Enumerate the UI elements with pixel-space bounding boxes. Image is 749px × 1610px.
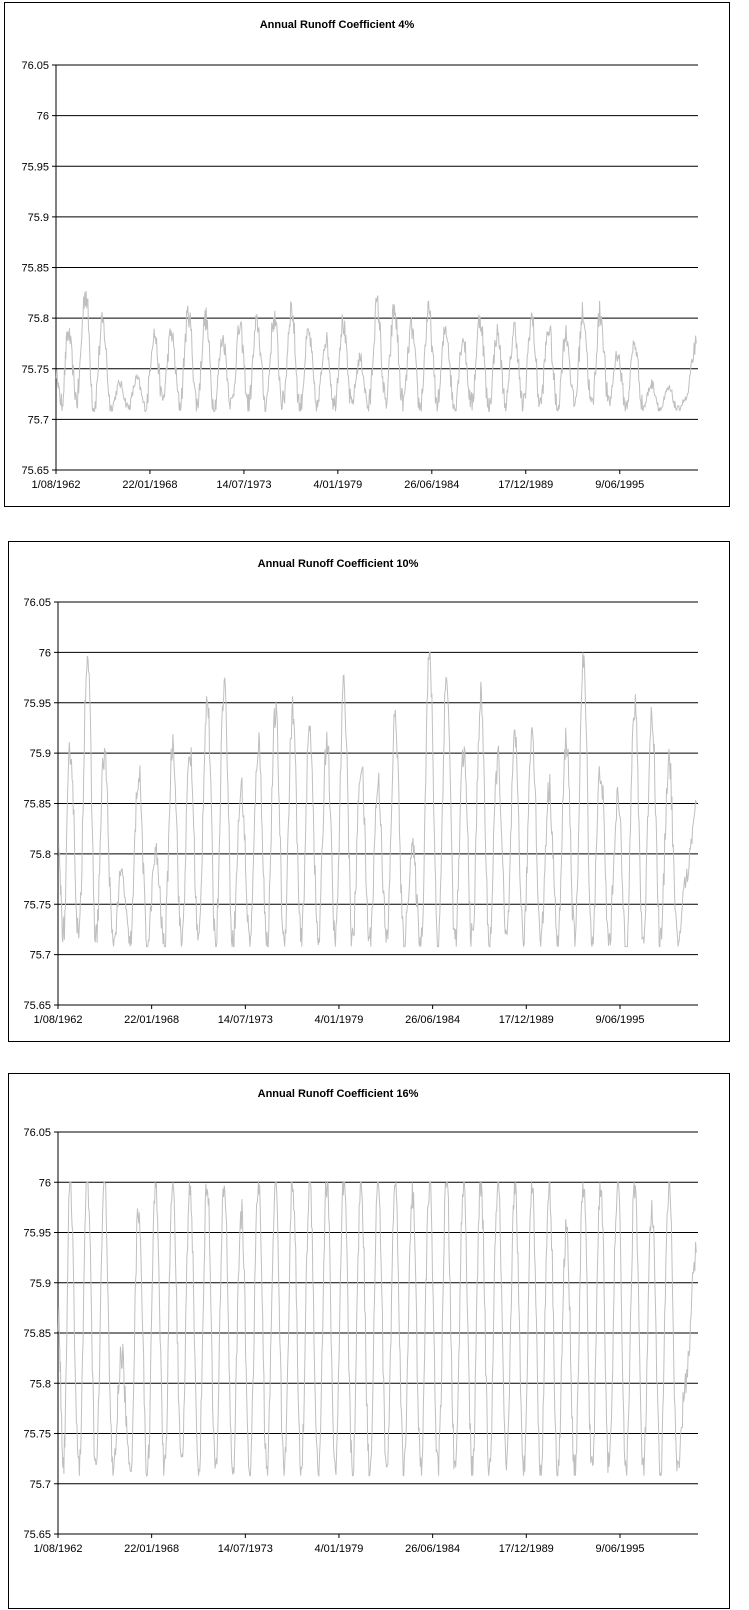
x-tick-label: 1/08/1962 <box>32 479 81 491</box>
chart-title: Annual Runoff Coefficient 10% <box>258 558 419 570</box>
y-tick-label: 75.8 <box>28 313 49 325</box>
x-tick-label: 4/01/1979 <box>313 479 362 491</box>
x-tick-label: 26/06/1984 <box>405 1014 460 1026</box>
x-tick-label: 22/01/1968 <box>122 479 177 491</box>
series-line <box>55 290 697 413</box>
chart-title: Annual Runoff Coefficient 4% <box>260 19 415 31</box>
y-tick-label: 76.05 <box>21 60 49 72</box>
x-tick-label: 26/06/1984 <box>405 1543 460 1555</box>
series-line <box>58 651 697 948</box>
chart-panel-10-percent: Annual Runoff Coefficient 10% 76.05 76 75.9… <box>8 541 730 1042</box>
y-tick-label: 75.75 <box>23 1429 51 1441</box>
y-tick-label: 75.65 <box>21 465 49 477</box>
y-tick-label: 76 <box>39 647 51 659</box>
x-tick-label: 17/12/1989 <box>498 479 553 491</box>
y-tick-label: 75.7 <box>28 414 49 426</box>
x-tick-label: 9/06/1995 <box>595 479 644 491</box>
chart-panel-16-percent: Annual Runoff Coefficient 16% 76.05 76 75.9… <box>8 1073 730 1609</box>
x-tick-label: 22/01/1968 <box>124 1543 179 1555</box>
chart-title: Annual Runoff Coefficient 16% <box>258 1088 419 1100</box>
chart-svg-10-percent: Annual Runoff Coefficient 10% 76.05 76 75.9… <box>23 558 698 1026</box>
x-tick-label: 17/12/1989 <box>499 1014 554 1026</box>
chart-svg-4-percent: Annual Runoff Coefficient 4% 76.05 76 75.95… <box>21 19 698 491</box>
chart-svg-16-percent: Annual Runoff Coefficient 16% 76.05 76 75.9… <box>23 1088 698 1555</box>
y-tick-label: 75.95 <box>23 698 51 710</box>
y-tick-label: 75.95 <box>21 161 49 173</box>
y-tick-label: 75.75 <box>21 364 49 376</box>
y-tick-label: 75.9 <box>30 1278 51 1290</box>
x-tick-label: 14/07/1973 <box>216 479 271 491</box>
y-tick-label: 75.9 <box>30 748 51 760</box>
y-tick-label: 76.05 <box>23 1127 51 1139</box>
y-tick-label: 76 <box>39 1177 51 1189</box>
x-tick-label: 4/01/1979 <box>314 1543 363 1555</box>
x-tick-label: 26/06/1984 <box>404 479 459 491</box>
x-tick-label: 9/06/1995 <box>596 1543 645 1555</box>
x-tick-label: 1/08/1962 <box>34 1014 83 1026</box>
y-tick-label: 75.8 <box>30 1378 51 1390</box>
x-tick-label: 14/07/1973 <box>218 1014 273 1026</box>
y-tick-label: 75.85 <box>23 799 51 811</box>
chart-panel-4-percent: Annual Runoff Coefficient 4% 76.05 76 75.95… <box>4 2 730 507</box>
y-tick-label: 75.65 <box>23 1529 51 1541</box>
y-tick-label: 75.7 <box>30 950 51 962</box>
y-tick-label: 75.9 <box>28 212 49 224</box>
x-tick-label: 4/01/1979 <box>314 1014 363 1026</box>
x-tick-label: 17/12/1989 <box>499 1543 554 1555</box>
y-tick-label: 76.05 <box>23 597 51 609</box>
series-line <box>57 1181 697 1478</box>
y-tick-label: 75.65 <box>23 1000 51 1012</box>
x-tick-label: 1/08/1962 <box>34 1543 83 1555</box>
y-tick-label: 75.85 <box>21 263 49 275</box>
x-tick-label: 14/07/1973 <box>218 1543 273 1555</box>
y-tick-label: 75.7 <box>30 1479 51 1491</box>
y-tick-label: 75.8 <box>30 849 51 861</box>
y-tick-label: 75.75 <box>23 899 51 911</box>
y-tick-label: 75.95 <box>23 1228 51 1240</box>
x-tick-label: 9/06/1995 <box>596 1014 645 1026</box>
y-tick-label: 76 <box>37 111 49 123</box>
x-tick-label: 22/01/1968 <box>124 1014 179 1026</box>
y-tick-label: 75.85 <box>23 1328 51 1340</box>
